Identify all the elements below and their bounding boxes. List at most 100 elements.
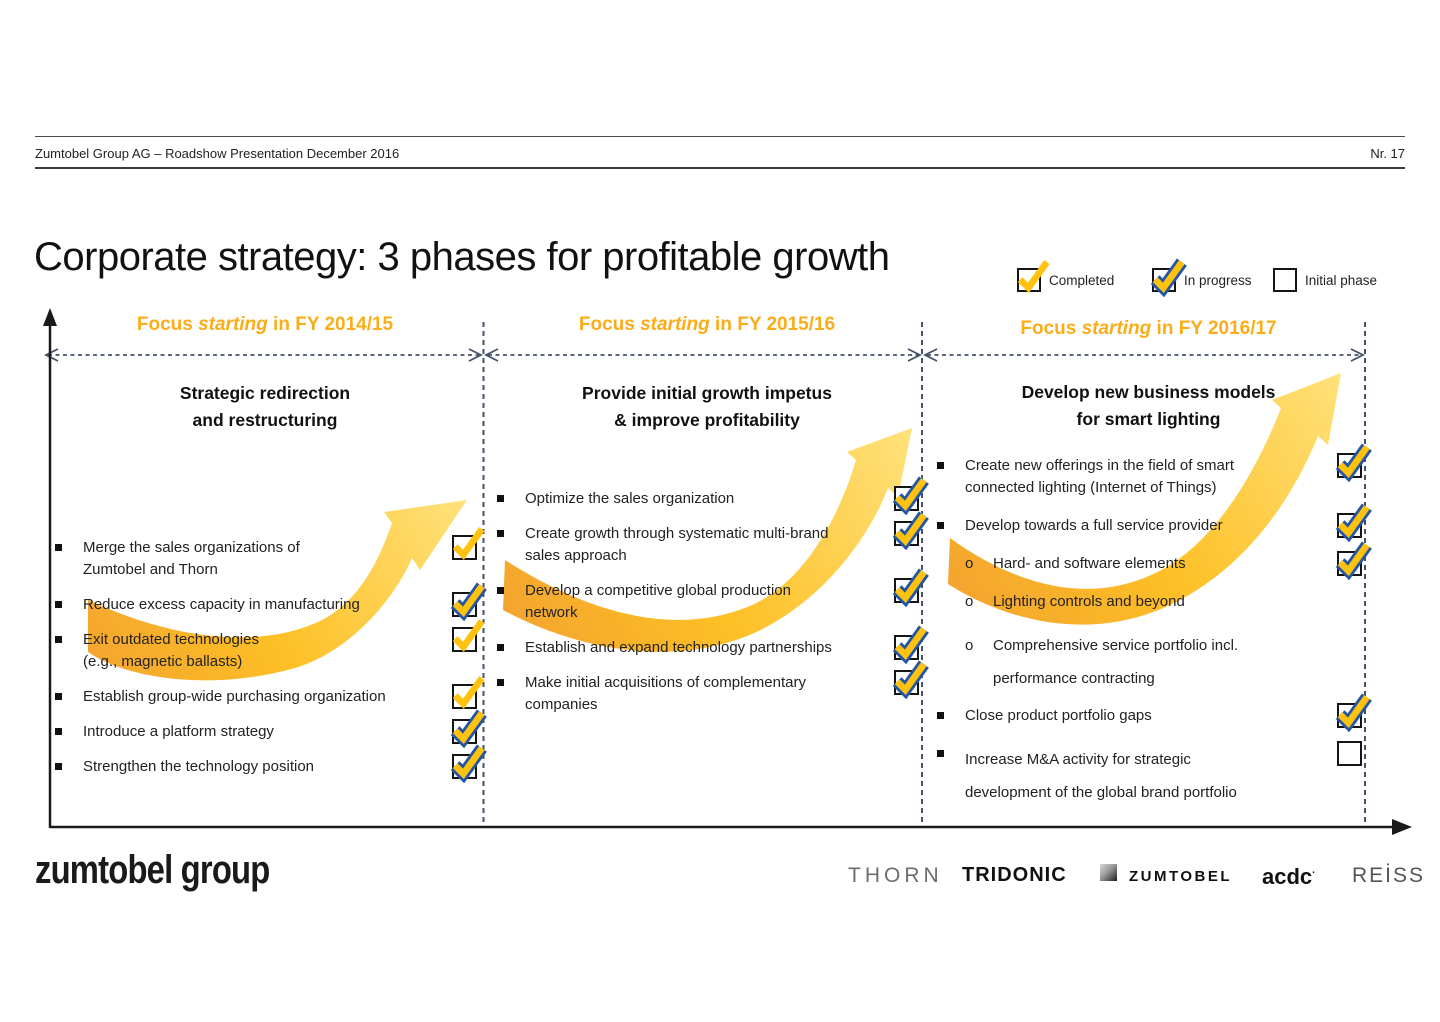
sub-bullet-icon: o — [965, 637, 974, 654]
item-text: Establish group-wide purchasing organiza… — [83, 688, 386, 705]
item-text: Establish and expand technology partners… — [525, 639, 832, 656]
list-item: Close product portfolio gaps — [932, 693, 1372, 733]
brand-tridonic: TRIDONIC — [962, 864, 1067, 886]
checkbox-empty-icon — [1273, 268, 1297, 292]
growth-arrow-phase3 — [948, 373, 1341, 625]
phase-3-items: Create new offerings in the field of sma… — [932, 443, 1372, 825]
check-in-progress-icon — [1335, 503, 1372, 543]
check-completed-icon — [452, 619, 485, 652]
phase-3-focus-heading: Focus starting in FY 2016/17 — [1020, 318, 1277, 339]
check-in-progress-icon — [892, 660, 929, 700]
check-in-progress-icon — [1335, 693, 1372, 733]
item-text: Reduce excess capacity in manufacturing — [83, 596, 360, 613]
brand-acdc: acdc· — [1262, 864, 1316, 889]
bullet-icon — [937, 462, 944, 469]
bullet-icon — [937, 712, 944, 719]
item-text: Introduce a platform strategy — [83, 723, 274, 740]
check-in-progress-icon — [1335, 443, 1372, 483]
brand-zumtobel: ZUMTOBEL — [1129, 868, 1233, 885]
legend-label: Initial phase — [1305, 273, 1378, 288]
legend-label: In progress — [1184, 273, 1252, 288]
axes — [43, 308, 1412, 835]
bullet-icon — [55, 693, 62, 700]
item-text: Lighting controls and beyond — [993, 593, 1185, 610]
check-in-progress-icon — [450, 744, 487, 784]
phase-2-column: Focus starting in FY 2015/16 Provide ini… — [492, 314, 929, 834]
list-sub-item: o Hard- and software elements — [932, 541, 1372, 581]
list-item: Create growth through systematic multi-b… — [492, 511, 929, 567]
check-in-progress-icon — [1335, 541, 1372, 581]
item-text: Comprehensive service portfolio incl. per… — [993, 637, 1239, 687]
brand-thorn: THORN — [848, 864, 943, 887]
list-item: Make initial acquisitions of complementa… — [492, 660, 929, 716]
checkbox-empty-icon — [1337, 741, 1362, 766]
item-text: Create growth through systematic multi-b… — [525, 525, 829, 564]
bullet-icon — [55, 763, 62, 770]
sub-bullet-icon: o — [965, 555, 974, 572]
item-text: Exit outdated technologies (e.g., magneti… — [83, 631, 259, 670]
phase-1-subtitle: Strategic redirection and restructuring — [179, 383, 351, 430]
legend-label: Completed — [1049, 273, 1115, 288]
phase-1-focus-heading: Focus starting in FY 2014/15 — [136, 314, 394, 335]
list-item: Develop towards a full service provider — [932, 503, 1372, 543]
bullet-icon — [55, 636, 62, 643]
check-in-progress-icon — [892, 625, 929, 665]
list-item: Exit outdated technologies (e.g., magneti… — [50, 619, 485, 673]
phase-2-items: Optimize the sales organization Create g… — [492, 476, 929, 729]
list-item: Merge the sales organizations of Zumtobel… — [50, 527, 485, 581]
list-sub-item: o Comprehensive service portfolio incl. p… — [932, 629, 1365, 695]
list-item: Establish and expand technology partners… — [492, 625, 929, 665]
check-in-progress-icon — [450, 709, 487, 749]
list-item: Create new offerings in the field of sma… — [932, 443, 1372, 499]
bullet-icon — [497, 644, 504, 651]
page-number: Nr. 17 — [1370, 146, 1405, 161]
bullet-icon — [497, 587, 504, 594]
list-item: Reduce excess capacity in manufacturing — [50, 582, 487, 622]
phase-3-subtitle: Develop new business models for smart lig… — [1021, 382, 1276, 429]
item-text: Increase M&A activity for strategic devel… — [965, 751, 1237, 801]
bullet-icon — [497, 530, 504, 537]
check-completed-icon — [452, 527, 485, 560]
check-in-progress-icon — [892, 511, 929, 551]
check-completed-icon — [1017, 260, 1050, 293]
span-arrows — [43, 348, 1366, 362]
phase-2-subtitle: Provide initial growth impetus & improve … — [582, 383, 832, 430]
item-text: Create new offerings in the field of sma… — [965, 457, 1235, 496]
zumtobel-square-icon — [1100, 864, 1117, 881]
list-item: Strengthen the technology position — [50, 744, 487, 784]
bullet-icon — [55, 728, 62, 735]
header-rule-top — [35, 136, 1405, 137]
check-completed-icon — [452, 676, 485, 709]
list-sub-item: o Lighting controls and beyond — [932, 591, 1365, 613]
check-in-progress-icon — [892, 476, 929, 516]
list-item: Establish group-wide purchasing organiza… — [50, 676, 485, 709]
item-text: Make initial acquisitions of complementa… — [525, 674, 806, 713]
list-item: Optimize the sales organization — [492, 476, 929, 516]
brand-reiss: REİSS — [1352, 864, 1426, 887]
check-in-progress-icon — [450, 582, 487, 622]
item-text: Develop towards a full service provider — [965, 517, 1223, 534]
item-text: Hard- and software elements — [993, 555, 1186, 572]
list-item: Develop a competitive global production n… — [492, 568, 929, 624]
bullet-icon — [497, 679, 504, 686]
list-item: Introduce a platform strategy — [50, 709, 487, 749]
presentation-title: Zumtobel Group AG – Roadshow Presentatio… — [35, 146, 400, 161]
item-text: Optimize the sales organization — [525, 490, 735, 507]
zumtobel-group-logo: zumtobel group — [35, 848, 270, 892]
bullet-icon — [55, 544, 62, 551]
header-rule-bottom — [35, 167, 1405, 169]
phase-1-items: Merge the sales organizations of Zumtobel… — [50, 527, 487, 791]
growth-arrow-phase2 — [503, 428, 912, 652]
bullet-icon — [937, 750, 944, 757]
phase-3-column: Focus starting in FY 2016/17 Develop new… — [932, 318, 1372, 838]
check-in-progress-icon — [1150, 258, 1187, 298]
item-text: Strengthen the technology position — [83, 758, 314, 775]
bullet-icon — [937, 522, 944, 529]
item-text: Merge the sales organizations of Zumtobel… — [83, 539, 300, 578]
growth-arrow-phase1 — [88, 500, 467, 681]
phase-2-focus-heading: Focus starting in FY 2015/16 — [578, 314, 836, 335]
list-item: Increase M&A activity for strategic devel… — [932, 741, 1365, 809]
bullet-icon — [497, 495, 504, 502]
